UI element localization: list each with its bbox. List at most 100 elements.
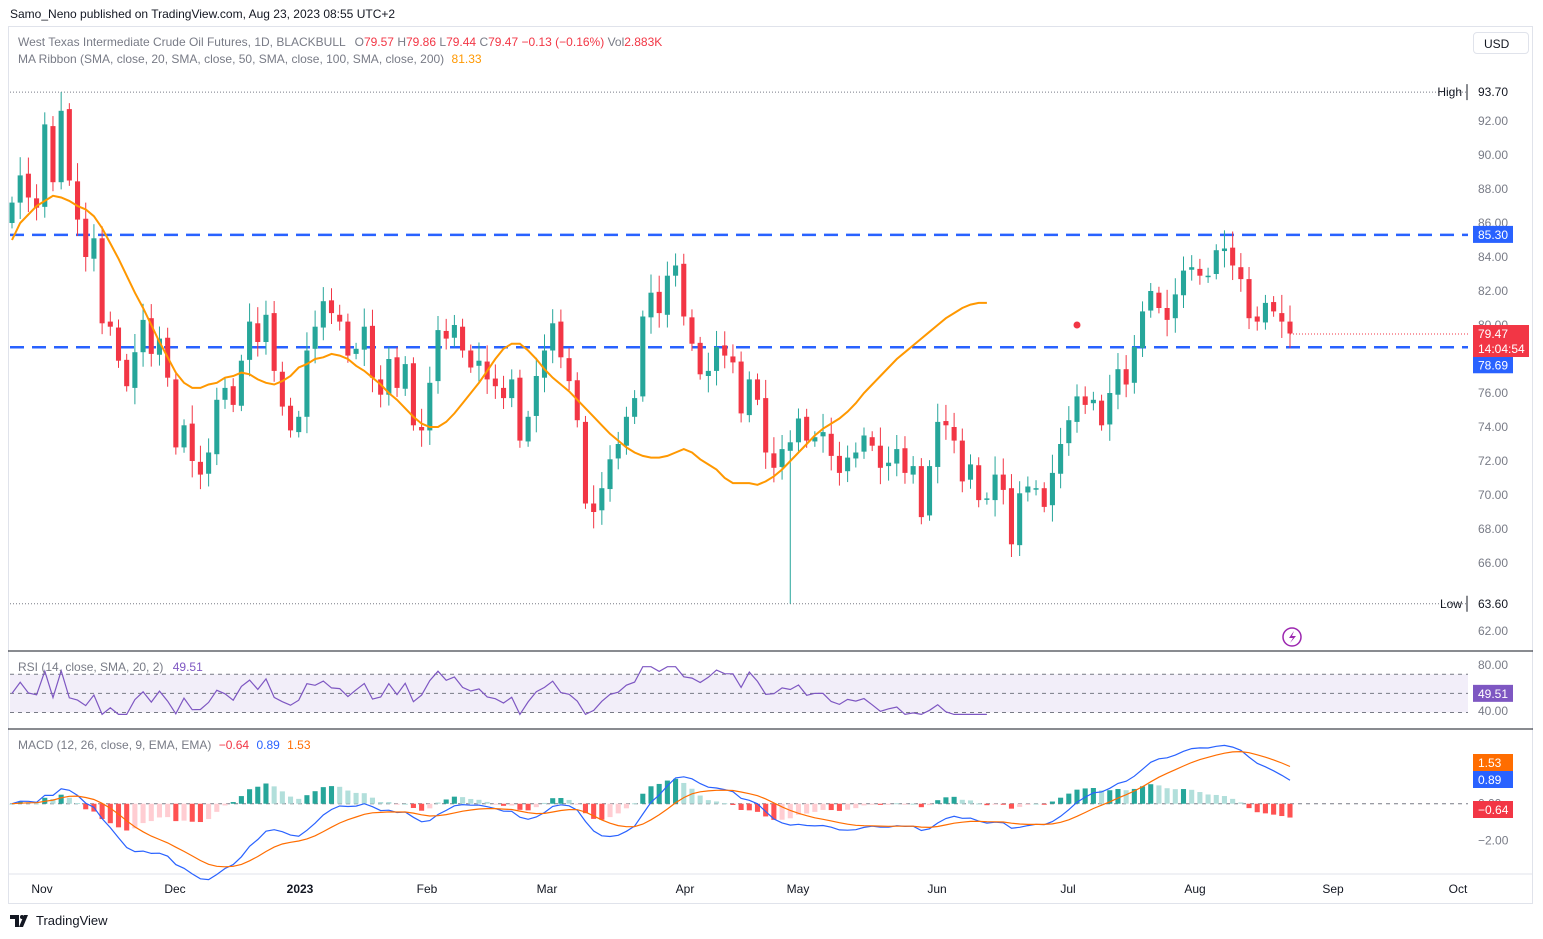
macd-histogram-bar xyxy=(812,803,818,812)
price-tick-label: 90.00 xyxy=(1478,148,1508,162)
macd-pane xyxy=(9,744,1468,881)
candle-body xyxy=(369,325,376,378)
candle-body xyxy=(419,427,425,431)
macd-histogram-bar xyxy=(951,796,957,804)
macd-histogram-bar xyxy=(722,803,728,805)
flash-icon-bolt xyxy=(1289,631,1296,643)
candle-body xyxy=(1066,420,1072,444)
candle-body xyxy=(1238,267,1244,280)
candle-body xyxy=(1123,369,1129,385)
candle-body xyxy=(853,452,859,459)
macd-histogram-bar xyxy=(287,796,294,804)
macd-histogram-bar xyxy=(730,803,736,805)
candle-body xyxy=(296,416,302,433)
candle-body xyxy=(1221,248,1228,252)
candle-body xyxy=(206,452,212,474)
macd-histogram-bar xyxy=(460,797,466,804)
macd-histogram-bar xyxy=(1115,788,1121,804)
tradingview-brand[interactable]: TradingView xyxy=(10,913,108,928)
open-value: 79.57 xyxy=(363,35,394,49)
macd-histogram-bar xyxy=(582,803,589,814)
price-tick-label: 68.00 xyxy=(1478,522,1508,536)
ma-ribbon-legend[interactable]: MA Ribbon (SMA, close, 20, SMA, close, 5… xyxy=(18,52,482,66)
candle-body xyxy=(476,360,482,366)
candle-body xyxy=(812,437,818,442)
macd-histogram-bar xyxy=(591,803,597,819)
macd-histogram-bar xyxy=(173,803,179,822)
macd-histogram-bar xyxy=(861,803,867,806)
candle-body xyxy=(173,379,179,448)
candle-body xyxy=(337,314,343,322)
candle-body xyxy=(435,330,441,382)
macd-hist-legend: −0.64 xyxy=(218,738,250,752)
symbol-legend[interactable]: West Texas Intermediate Crude Oil Future… xyxy=(18,35,662,49)
candle-body xyxy=(328,300,335,314)
macd-value-box xyxy=(1473,801,1513,818)
brand-name: TradingView xyxy=(36,913,108,928)
macd-histogram-bar xyxy=(713,801,720,804)
candle-body xyxy=(1008,488,1015,545)
macd-value: 0.89 xyxy=(1478,773,1502,787)
macd-histogram-bar xyxy=(83,803,89,810)
currency-button[interactable]: USD xyxy=(1473,32,1529,54)
candle-body xyxy=(599,488,605,511)
last-price-value: 79.47 xyxy=(1478,327,1508,341)
candle-body xyxy=(500,387,507,399)
candle-body xyxy=(304,350,310,417)
time-tick-label: Dec xyxy=(164,882,185,896)
macd-histogram-bar xyxy=(214,803,220,812)
macd-histogram-bar xyxy=(247,789,253,804)
macd-histogram-bar xyxy=(206,803,212,820)
macd-histogram-bar xyxy=(640,793,646,804)
candle-body xyxy=(189,423,195,461)
rsi-legend[interactable]: RSI (14, close, SMA, 20, 2) 49.51 xyxy=(18,660,203,674)
macd-histogram-bar xyxy=(58,794,64,804)
macd-histogram-bar xyxy=(165,803,171,818)
candle-body xyxy=(976,465,982,501)
macd-histogram-bar xyxy=(795,803,802,815)
candle-body xyxy=(836,455,842,473)
candle-body xyxy=(1099,400,1105,426)
macd-histogram-bar xyxy=(1090,788,1096,804)
macd-histogram-bar xyxy=(115,803,122,828)
candle-body xyxy=(181,425,187,448)
candle-body xyxy=(795,418,802,443)
price-tick-label: 72.00 xyxy=(1478,454,1508,468)
candle-body xyxy=(1017,493,1023,546)
time-tick-label: May xyxy=(787,882,810,896)
candle-body xyxy=(525,416,531,442)
macd-histogram-bar xyxy=(402,803,408,805)
macd-legend[interactable]: MACD (12, 26, close, 9, EMA, EMA) −0.64 … xyxy=(18,738,311,752)
volume-label: Vol xyxy=(607,35,625,49)
price-tick-label: 74.00 xyxy=(1478,420,1508,434)
macd-histogram-bar xyxy=(320,787,326,804)
candle-body xyxy=(1287,321,1293,334)
candle-body xyxy=(1164,308,1170,320)
macd-histogram-bar xyxy=(1000,803,1006,805)
candle-body xyxy=(771,453,777,468)
candle-body xyxy=(713,347,720,371)
candle-body xyxy=(91,238,97,259)
rsi-legend-value: 49.51 xyxy=(172,660,203,674)
candle-body xyxy=(1156,292,1162,308)
macd-histogram-bar xyxy=(74,803,81,805)
candle-body xyxy=(754,379,761,400)
macd-histogram-bar xyxy=(935,800,941,804)
time-tick-label: Sep xyxy=(1322,882,1344,896)
signal-marker xyxy=(1073,321,1081,329)
price-tick-label: 84.00 xyxy=(1478,250,1508,264)
level-1-value: 85.30 xyxy=(1478,228,1508,242)
candle-body xyxy=(828,433,834,456)
macd-histogram-bar xyxy=(517,803,523,810)
macd-histogram-bar xyxy=(615,803,621,814)
candle-body xyxy=(230,386,236,405)
close-value: 79.47 xyxy=(488,35,519,49)
macd-histogram-bar xyxy=(1049,801,1055,804)
countdown-value: 14:04:54 xyxy=(1478,342,1525,356)
macd-histogram-bar xyxy=(918,803,924,808)
candle-body xyxy=(681,263,687,317)
candle-body xyxy=(312,326,318,349)
macd-histogram-bar xyxy=(189,803,195,822)
macd-histogram-bar xyxy=(550,798,556,804)
